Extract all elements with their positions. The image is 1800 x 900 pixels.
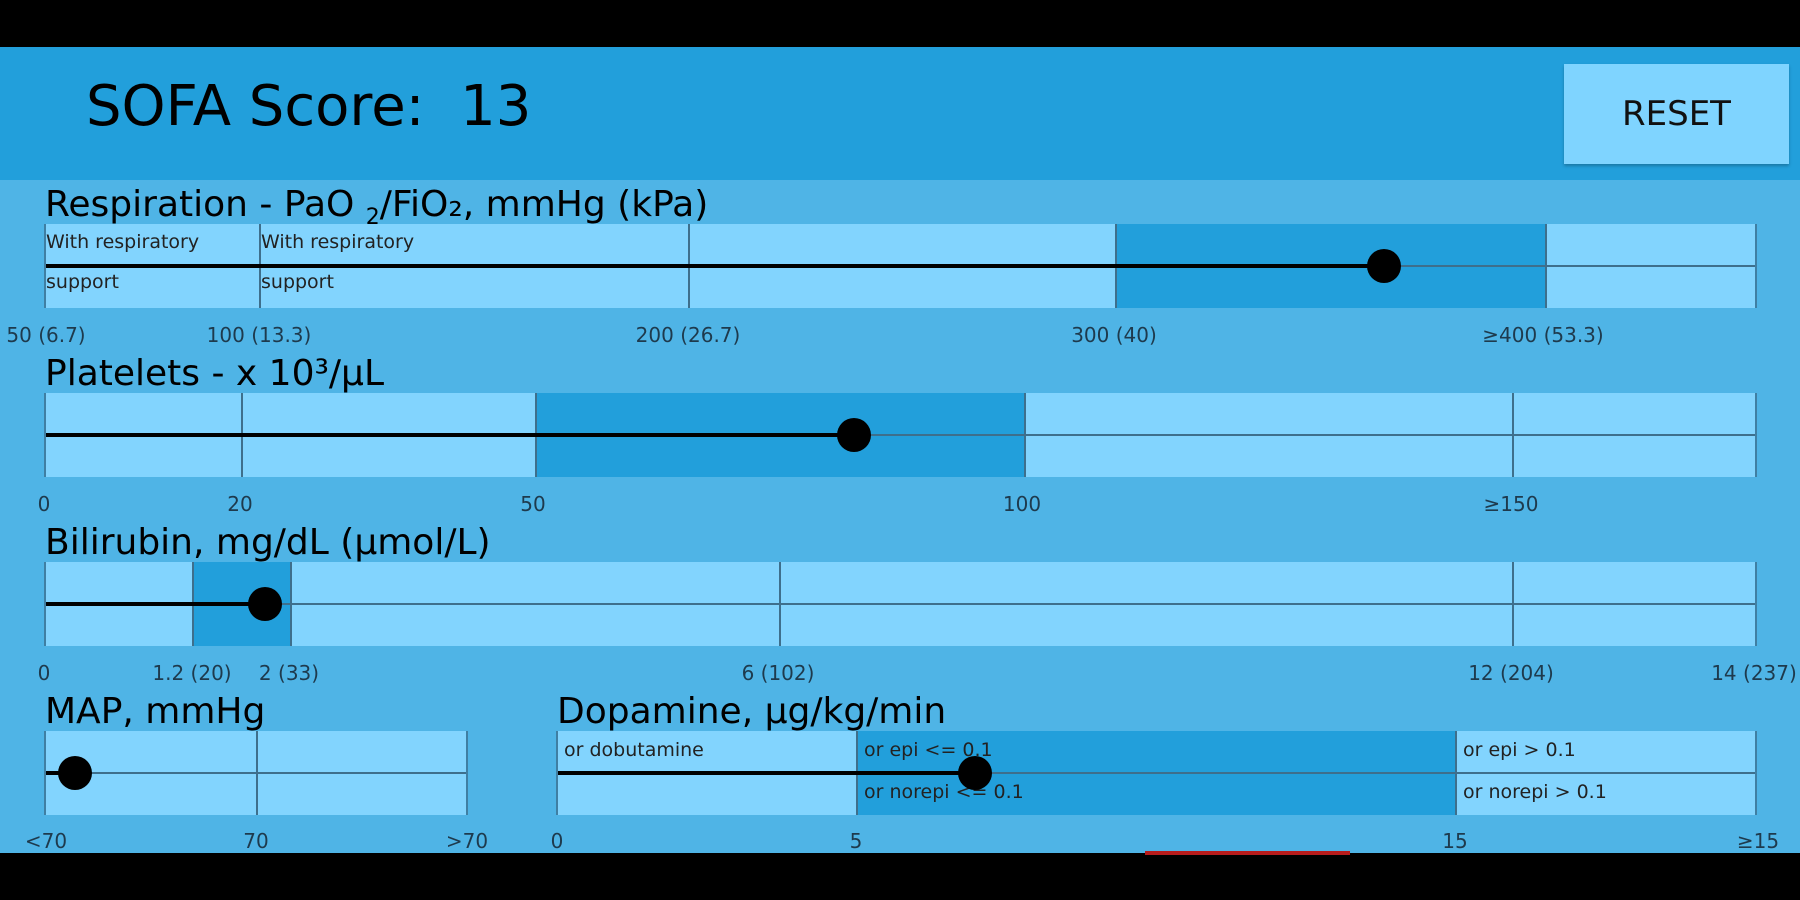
respiration-tick: 50 (6.7) [6, 323, 86, 347]
dopamine-note: or dobutamine [564, 739, 704, 761]
bilirubin-label: Bilirubin, mg/dL (µmol/L) [45, 522, 491, 563]
sofa-app: SOFA Score: 13 RESET Respiration - PaO 2… [0, 47, 1800, 853]
dopamine-slider[interactable]: or dobutamine or epi <= 0.1 or norepi <=… [556, 731, 1757, 815]
sofa-score-title: SOFA Score: 13 [86, 74, 532, 139]
bilirubin-tick: 2 (33) [258, 661, 320, 685]
platelets-thumb[interactable] [837, 418, 871, 452]
platelets-tick: 50 [520, 492, 546, 516]
bilirubin-tick: 6 (102) [741, 661, 815, 685]
bottom-indicator-bar [1145, 851, 1350, 855]
bilirubin-tick: 0 [37, 661, 51, 685]
map-slider[interactable] [44, 731, 468, 815]
dopamine-tick: 5 [849, 829, 863, 853]
respiration-note: support [46, 271, 119, 293]
bilirubin-tick: 14 (237) [1711, 661, 1797, 685]
dopamine-label: Dopamine, µg/kg/min [557, 691, 947, 732]
dopamine-note: or epi > 0.1 [1463, 739, 1576, 761]
respiration-note: support [261, 271, 334, 293]
platelets-track-line [46, 434, 1755, 436]
dopamine-tick: 15 [1442, 829, 1468, 853]
dopamine-tick: 0 [550, 829, 564, 853]
header-bar: SOFA Score: 13 RESET [0, 47, 1800, 180]
respiration-label-main: Respiration - PaO [45, 184, 355, 225]
respiration-tick: ≥400 (53.3) [1482, 323, 1604, 347]
respiration-label-sub: 2 [365, 205, 380, 231]
respiration-slider[interactable]: With respiratory support With respirator… [44, 224, 1757, 308]
platelets-slider[interactable] [44, 393, 1757, 477]
map-track-line [46, 772, 466, 774]
respiration-thumb[interactable] [1367, 249, 1401, 283]
dopamine-note: or epi <= 0.1 [864, 739, 993, 761]
bilirubin-thumb[interactable] [248, 587, 282, 621]
dopamine-fill [558, 771, 975, 775]
dopamine-thumb[interactable] [958, 756, 992, 790]
map-thumb[interactable] [58, 756, 92, 790]
reset-button[interactable]: RESET [1564, 64, 1789, 164]
bilirubin-track-line [46, 603, 1755, 605]
bilirubin-slider[interactable] [44, 562, 1757, 646]
respiration-label: Respiration - PaO 2/FiO₂, mmHg (kPa) [45, 184, 708, 230]
platelets-tick: 100 [1002, 492, 1042, 516]
dopamine-note: or norepi > 0.1 [1463, 781, 1607, 803]
respiration-tick: 300 (40) [1071, 323, 1157, 347]
dopamine-tick: ≥15 [1736, 829, 1780, 853]
dopamine-track-line [558, 772, 1755, 774]
platelets-tick: ≥150 [1483, 492, 1539, 516]
respiration-note: With respiratory [261, 231, 415, 253]
respiration-tick: 200 (26.7) [635, 323, 741, 347]
map-tick: 70 [243, 829, 269, 853]
bilirubin-tick: 1.2 (20) [152, 661, 232, 685]
platelets-fill [46, 433, 854, 437]
respiration-fill [46, 264, 1384, 268]
map-tick: >70 [445, 829, 489, 853]
bilirubin-tick: 12 (204) [1468, 661, 1554, 685]
platelets-label: Platelets - x 10³/µL [45, 353, 385, 394]
respiration-label-rest: /FiO₂, mmHg (kPa) [379, 184, 709, 225]
respiration-note: With respiratory [46, 231, 200, 253]
platelets-tick: 20 [227, 492, 253, 516]
map-label: MAP, mmHg [45, 691, 266, 732]
platelets-tick: 0 [37, 492, 51, 516]
map-tick: <70 [24, 829, 68, 853]
dopamine-note: or norepi <= 0.1 [864, 781, 1024, 803]
respiration-tick: 100 (13.3) [206, 323, 312, 347]
bilirubin-fill [46, 602, 265, 606]
